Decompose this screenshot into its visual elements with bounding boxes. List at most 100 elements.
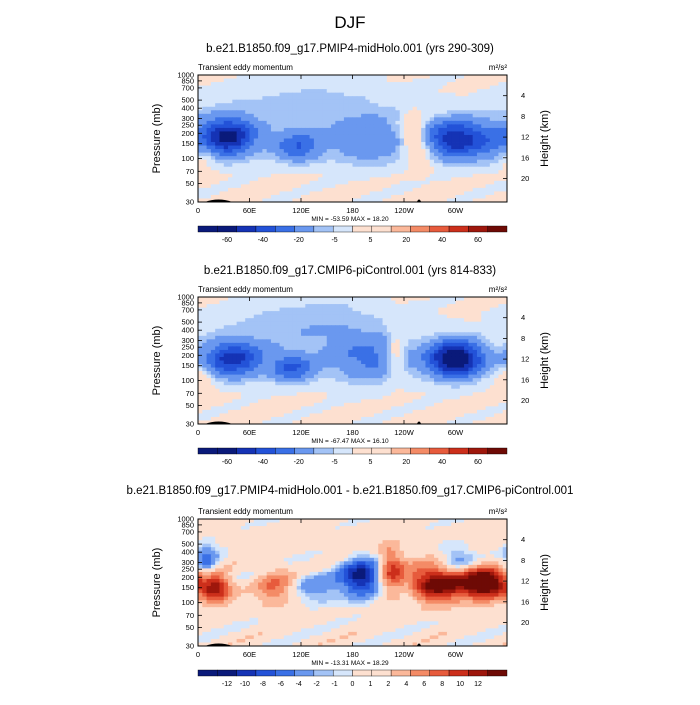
heatmap-cell [481, 96, 486, 100]
heatmap-cell [314, 392, 319, 396]
heatmap-cell [327, 110, 332, 114]
heatmap-cell [219, 110, 224, 114]
heatmap-cell [425, 406, 430, 410]
heatmap-cell [284, 142, 289, 146]
heatmap-cell [211, 114, 216, 118]
heatmap-cell [494, 311, 499, 315]
heatmap-cell [301, 135, 306, 139]
heatmap-cell [245, 361, 250, 365]
heatmap-cell [447, 392, 452, 396]
heatmap-cell [464, 103, 469, 107]
heatmap-cell [262, 378, 267, 382]
heatmap-cell [404, 399, 409, 403]
heatmap-cell [219, 399, 224, 403]
heatmap-cell [447, 382, 452, 386]
heatmap-cell [211, 389, 216, 393]
heatmap-cell [271, 89, 276, 93]
heatmap-cell [232, 170, 237, 174]
heatmap-cell [383, 184, 388, 188]
heatmap-cell [292, 163, 297, 167]
heatmap-cell [353, 110, 358, 114]
heatmap-cell [318, 103, 323, 107]
heatmap-cell [198, 174, 203, 178]
heatmap-cell [297, 174, 302, 178]
heatmap-cell [211, 110, 216, 114]
heatmap-cell [305, 160, 310, 164]
heatmap-cell [335, 153, 340, 157]
heatmap-cell [477, 153, 482, 157]
heatmap-cell [378, 89, 383, 93]
heatmap-cell [344, 311, 349, 315]
heatmap-cell [340, 346, 345, 350]
heatmap-cell [258, 368, 263, 372]
heatmap-cell [357, 149, 362, 153]
heatmap-cell [219, 100, 224, 104]
heatmap-cell [314, 128, 319, 132]
heatmap-cell [241, 361, 246, 365]
heatmap-cell [288, 146, 293, 150]
heatmap-cell [477, 107, 482, 111]
heatmap-cell [383, 325, 388, 329]
heatmap-cell [322, 117, 327, 121]
heatmap-cell [395, 308, 400, 312]
heatmap-cell [275, 149, 280, 153]
heatmap-cell [353, 336, 358, 340]
heatmap-cell [456, 110, 461, 114]
heatmap-cell [224, 93, 229, 97]
heatmap-cell [383, 153, 388, 157]
heatmap-cell [383, 128, 388, 132]
heatmap-cell [413, 142, 418, 146]
heatmap-cell [443, 343, 448, 347]
heatmap-cell [271, 339, 276, 343]
heatmap-cell [477, 131, 482, 135]
heatmap-cell [327, 184, 332, 188]
pressure-tick-label: 200 [181, 129, 194, 138]
heatmap-cell [215, 163, 220, 167]
heatmap-cell [232, 160, 237, 164]
heatmap-cell [224, 174, 229, 178]
heatmap-cell [473, 139, 478, 143]
heatmap-cell [421, 353, 426, 357]
heatmap-cell [348, 139, 353, 143]
heatmap-cell [331, 346, 336, 350]
heatmap-cell [438, 170, 443, 174]
heatmap-cell [241, 89, 246, 93]
heatmap-cell [486, 332, 491, 336]
heatmap-cell [198, 160, 203, 164]
heatmap-cell [301, 191, 306, 195]
heatmap-cell [267, 375, 272, 379]
heatmap-cell [438, 308, 443, 312]
heatmap-cell [421, 174, 426, 178]
heatmap-cell [224, 332, 229, 336]
heatmap-cell [267, 100, 272, 104]
heatmap-cell [331, 149, 336, 153]
heatmap-cell [477, 103, 482, 107]
heatmap-cell [395, 153, 400, 157]
heatmap-cell [490, 93, 495, 97]
heatmap-cell [245, 121, 250, 125]
heatmap-cell [361, 382, 366, 386]
heatmap-cell [254, 131, 259, 135]
heatmap-cell [430, 350, 435, 354]
heatmap-cell [310, 325, 315, 329]
heatmap-cell [202, 339, 207, 343]
heatmap-cell [498, 195, 503, 199]
heatmap-cell [438, 96, 443, 100]
heatmap-cell [327, 329, 332, 333]
heatmap-cell [370, 396, 375, 400]
heatmap-cell [224, 188, 229, 192]
heatmap-cell [494, 318, 499, 322]
heatmap-cell [490, 375, 495, 379]
heatmap-cell [447, 378, 452, 382]
heatmap-cell [460, 332, 465, 336]
heatmap-cell [254, 315, 259, 319]
heatmap-cell [494, 304, 499, 308]
heatmap-cell [434, 146, 439, 150]
heatmap-cell [498, 167, 503, 171]
heatmap-cell [400, 93, 405, 97]
heatmap-cell [434, 86, 439, 90]
heatmap-cell [494, 163, 499, 167]
heatmap-cell [215, 392, 220, 396]
heatmap-cell [292, 346, 297, 350]
heatmap-cell [477, 301, 482, 305]
